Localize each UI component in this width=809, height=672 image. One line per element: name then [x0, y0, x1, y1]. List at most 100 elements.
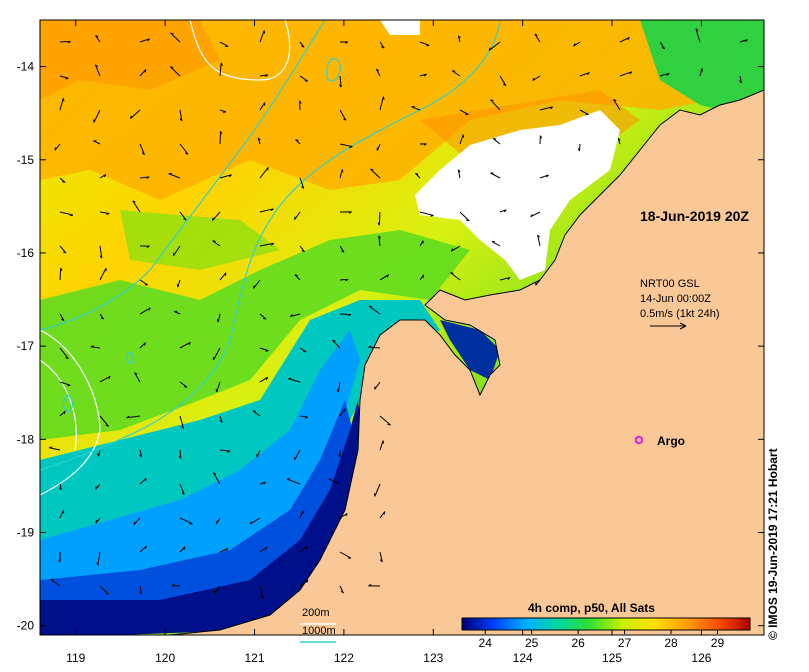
- current-vector: [219, 415, 223, 423]
- current-vector-head: [294, 274, 298, 277]
- current-vector-head: [386, 274, 390, 278]
- current-vector-head: [62, 98, 65, 102]
- current-vector: [219, 62, 222, 77]
- current-vector: [213, 585, 221, 594]
- longitude-label: 121: [245, 651, 265, 665]
- current-vector: [59, 211, 74, 216]
- current-vector: [212, 472, 221, 485]
- current-vector-head: [60, 267, 63, 272]
- green-water-region: [40, 230, 470, 440]
- current-vector-head: [739, 80, 742, 84]
- current-vector-head: [301, 186, 305, 189]
- current-vector: [379, 415, 391, 426]
- current-vector: [299, 177, 305, 189]
- current-vector-head: [332, 339, 336, 342]
- current-vector: [699, 68, 703, 77]
- current-vector: [492, 138, 501, 145]
- current-vector: [419, 211, 434, 216]
- current-vector-head: [97, 453, 100, 457]
- current-vector: [134, 372, 141, 383]
- current-vector-head: [65, 77, 69, 80]
- current-vector: [286, 478, 301, 485]
- current-vector-head: [338, 453, 341, 457]
- current-vector-head: [96, 562, 99, 566]
- current-vector-head: [457, 35, 461, 39]
- current-vector: [290, 313, 301, 318]
- current-vector-head: [183, 546, 186, 550]
- current-vector: [613, 99, 621, 111]
- current-vector-head: [343, 118, 347, 121]
- current-vector-head: [345, 278, 349, 282]
- current-vector: [259, 376, 269, 383]
- current-vector: [59, 410, 66, 417]
- current-vector-head: [146, 245, 150, 248]
- current-vector-head: [144, 342, 146, 346]
- current-vector-head: [171, 584, 175, 587]
- current-vector-head: [146, 176, 150, 180]
- current-vector-head: [219, 419, 223, 423]
- current-vector-head: [90, 345, 94, 348]
- current-vector-head: [69, 214, 74, 217]
- current-vector: [99, 267, 107, 281]
- current-vector-head: [147, 38, 150, 42]
- current-vector: [179, 483, 185, 495]
- current-vector: [499, 75, 507, 86]
- current-vector: [299, 245, 305, 252]
- current-vector: [259, 313, 267, 320]
- current-vector-head: [49, 446, 53, 449]
- current-vector: [419, 41, 430, 46]
- current-vector: [299, 347, 307, 353]
- current-vector: [379, 96, 384, 111]
- current-vector: [59, 75, 69, 79]
- current-vector-head: [170, 32, 174, 35]
- isobath-1000m: [40, 20, 501, 471]
- current-vector: [299, 41, 305, 48]
- current-vector: [368, 346, 381, 349]
- isobath-1000m-label: 1000m: [302, 625, 336, 637]
- longitude-label: 123: [423, 651, 443, 665]
- current-vector-head: [617, 137, 621, 141]
- current-vector-head: [188, 342, 191, 346]
- current-vector-head: [222, 111, 226, 113]
- current-vector-head: [211, 217, 214, 221]
- current-vector-head: [490, 99, 494, 102]
- current-vector-head: [139, 591, 142, 595]
- current-vector: [339, 408, 346, 417]
- current-vector: [695, 28, 701, 43]
- latitude-label: -15: [17, 153, 35, 167]
- current-vector: [370, 168, 381, 179]
- colorbar-title: 4h comp, p50, All Sats: [528, 601, 655, 615]
- longitude-label: 125: [602, 651, 622, 665]
- current-vector: [99, 211, 110, 214]
- current-vector: [451, 70, 461, 77]
- current-vector: [457, 169, 461, 179]
- current-vector-head: [537, 234, 540, 238]
- current-vector: [139, 38, 150, 43]
- current-vector: [294, 274, 301, 281]
- current-vector-head: [271, 243, 274, 246]
- current-vector-head: [63, 410, 66, 415]
- current-vector: [491, 241, 501, 247]
- current-vector: [99, 415, 109, 427]
- current-vector: [259, 167, 269, 179]
- current-vector: [374, 381, 381, 390]
- current-vector: [374, 483, 381, 497]
- current-vectors: [49, 28, 748, 599]
- current-vector-head: [530, 213, 533, 217]
- land-mass: [162, 20, 764, 635]
- current-vector-head: [345, 513, 348, 517]
- current-vector: [132, 200, 141, 213]
- current-vector-head: [368, 345, 372, 348]
- current-vector: [59, 313, 65, 321]
- current-vector-head: [466, 219, 470, 222]
- currents-source-label: NRT00 GSL: [640, 278, 700, 290]
- current-vector: [139, 143, 145, 155]
- current-vector-head: [100, 317, 104, 320]
- current-vector: [95, 483, 101, 490]
- current-vector-head: [126, 415, 130, 419]
- current-vector: [259, 546, 268, 553]
- current-vector: [219, 547, 229, 553]
- current-vector-head: [257, 137, 261, 141]
- current-vector-head: [348, 211, 352, 214]
- plot-frame: [39, 19, 765, 636]
